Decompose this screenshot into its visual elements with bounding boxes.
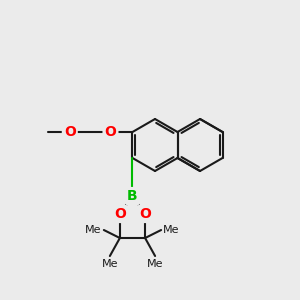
Text: O: O bbox=[64, 125, 76, 139]
Text: Me: Me bbox=[163, 225, 180, 235]
Text: O: O bbox=[139, 207, 151, 221]
Text: O: O bbox=[114, 207, 126, 221]
Text: Me: Me bbox=[85, 225, 102, 235]
Text: Me: Me bbox=[102, 259, 118, 269]
Text: O: O bbox=[104, 125, 116, 139]
Text: B: B bbox=[127, 189, 138, 203]
Text: Me: Me bbox=[147, 259, 164, 269]
